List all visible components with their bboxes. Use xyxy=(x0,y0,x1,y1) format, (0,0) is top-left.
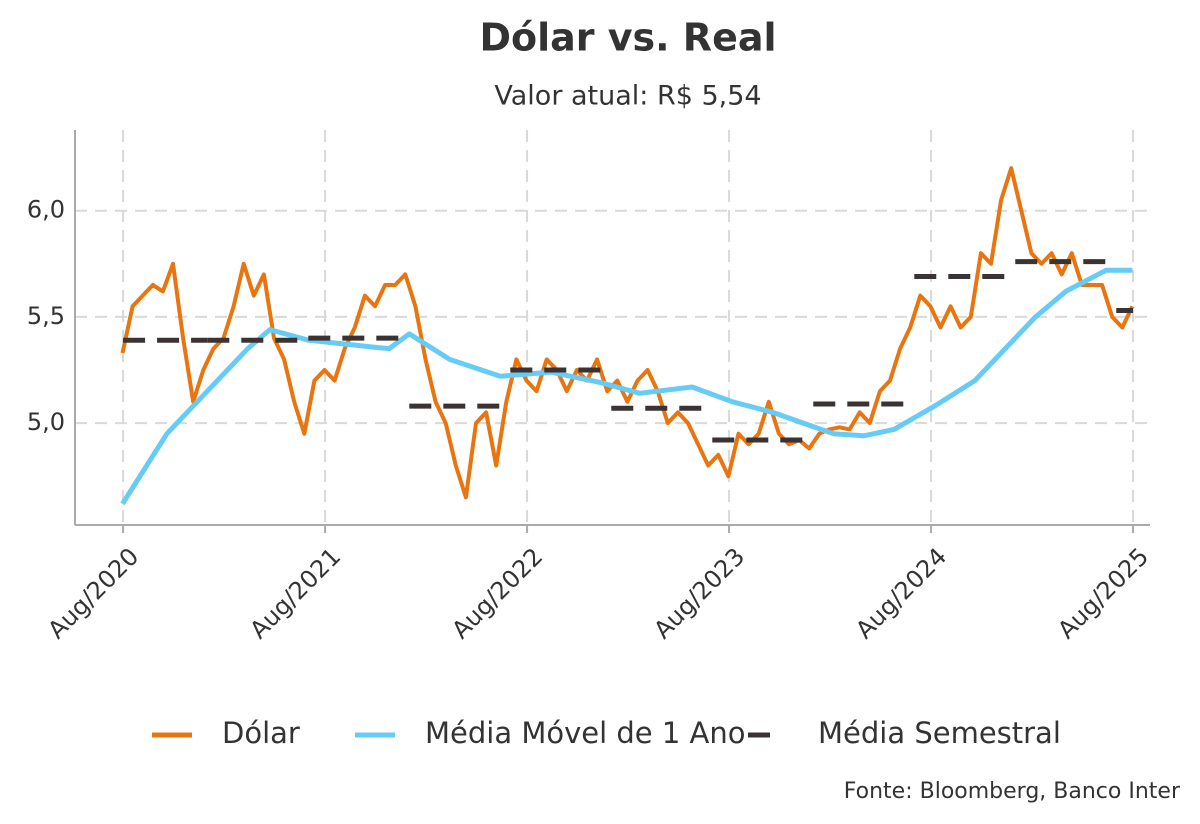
y-tick-label: 5,0 xyxy=(27,408,65,436)
legend-label: Dólar xyxy=(222,716,300,750)
legend-label: Média Móvel de 1 Ano xyxy=(425,716,745,750)
series-line xyxy=(120,267,1133,506)
series-line xyxy=(120,166,1135,500)
x-tick-label: Aug/2022 xyxy=(446,542,548,644)
x-tick-label: Aug/2025 xyxy=(1052,542,1154,644)
x-tick-label: Aug/2020 xyxy=(42,542,144,644)
x-tick-label: Aug/2021 xyxy=(244,542,346,644)
x-tick-label: Aug/2024 xyxy=(850,542,952,644)
y-tick-label: 6,0 xyxy=(27,196,65,224)
source-note: Fonte: Bloomberg, Banco Inter xyxy=(844,779,1181,804)
legend-label: Média Semestral xyxy=(818,716,1061,750)
chart-title: Dólar vs. Real xyxy=(479,16,776,60)
x-tick-label: Aug/2023 xyxy=(648,542,750,644)
chart-subtitle: Valor atual: R$ 5,54 xyxy=(494,81,761,112)
y-tick-label: 5,5 xyxy=(27,302,65,330)
